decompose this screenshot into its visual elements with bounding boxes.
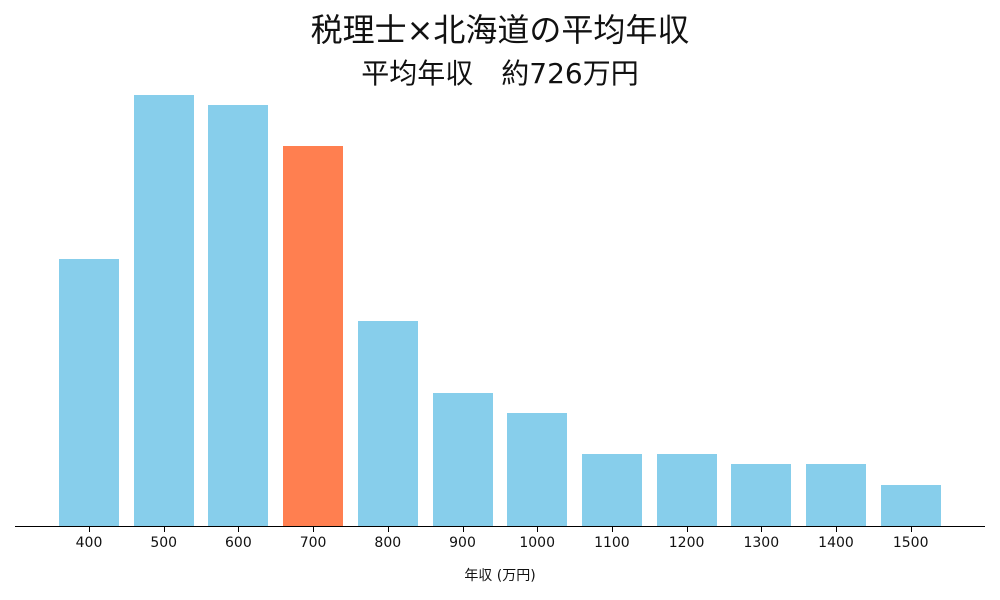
x-tick-label: 700	[299, 535, 327, 551]
x-tick-label: 800	[374, 535, 402, 551]
x-axis-label: 年収 (万円)	[464, 568, 536, 584]
x-tick	[164, 527, 165, 532]
x-tick	[238, 527, 239, 532]
bar-500	[133, 95, 194, 526]
x-tick-label: 1100	[594, 535, 630, 551]
bar-900	[432, 393, 493, 526]
x-tick-label: 600	[225, 535, 252, 551]
chart-subtitle: 平均年収 約726万円	[361, 57, 639, 90]
x-tick	[687, 527, 688, 532]
x-tick	[388, 527, 389, 532]
bar-1500	[880, 485, 941, 526]
x-tick	[313, 527, 314, 532]
chart-title: 税理士×北海道の平均年収	[310, 11, 690, 49]
bar-800	[357, 321, 418, 526]
x-tick-label: 1200	[668, 535, 705, 551]
x-tick-label: 1400	[818, 535, 854, 551]
bar-1200	[656, 454, 717, 526]
x-tick	[761, 527, 762, 532]
x-tick	[911, 527, 912, 532]
x-tick-label: 1000	[519, 535, 555, 551]
x-tick-label: 1500	[892, 535, 929, 551]
bar-400	[59, 259, 119, 526]
x-tick	[537, 527, 538, 532]
x-tick	[612, 527, 613, 532]
x-tick	[836, 527, 837, 532]
bar-1100	[581, 454, 642, 526]
bar-600	[208, 105, 269, 526]
x-tick-label: 400	[75, 535, 103, 551]
bar-1400	[806, 464, 866, 526]
x-tick-label: 900	[449, 535, 476, 551]
bar-700	[283, 146, 344, 526]
bar-1000	[507, 413, 568, 526]
x-tick	[89, 527, 90, 532]
x-tick-label: 500	[150, 535, 178, 551]
x-axis-line	[15, 526, 985, 527]
plot-area	[15, 60, 985, 526]
x-tick	[463, 527, 464, 532]
x-tick-label: 1300	[743, 535, 780, 551]
bar-1300	[731, 464, 792, 526]
